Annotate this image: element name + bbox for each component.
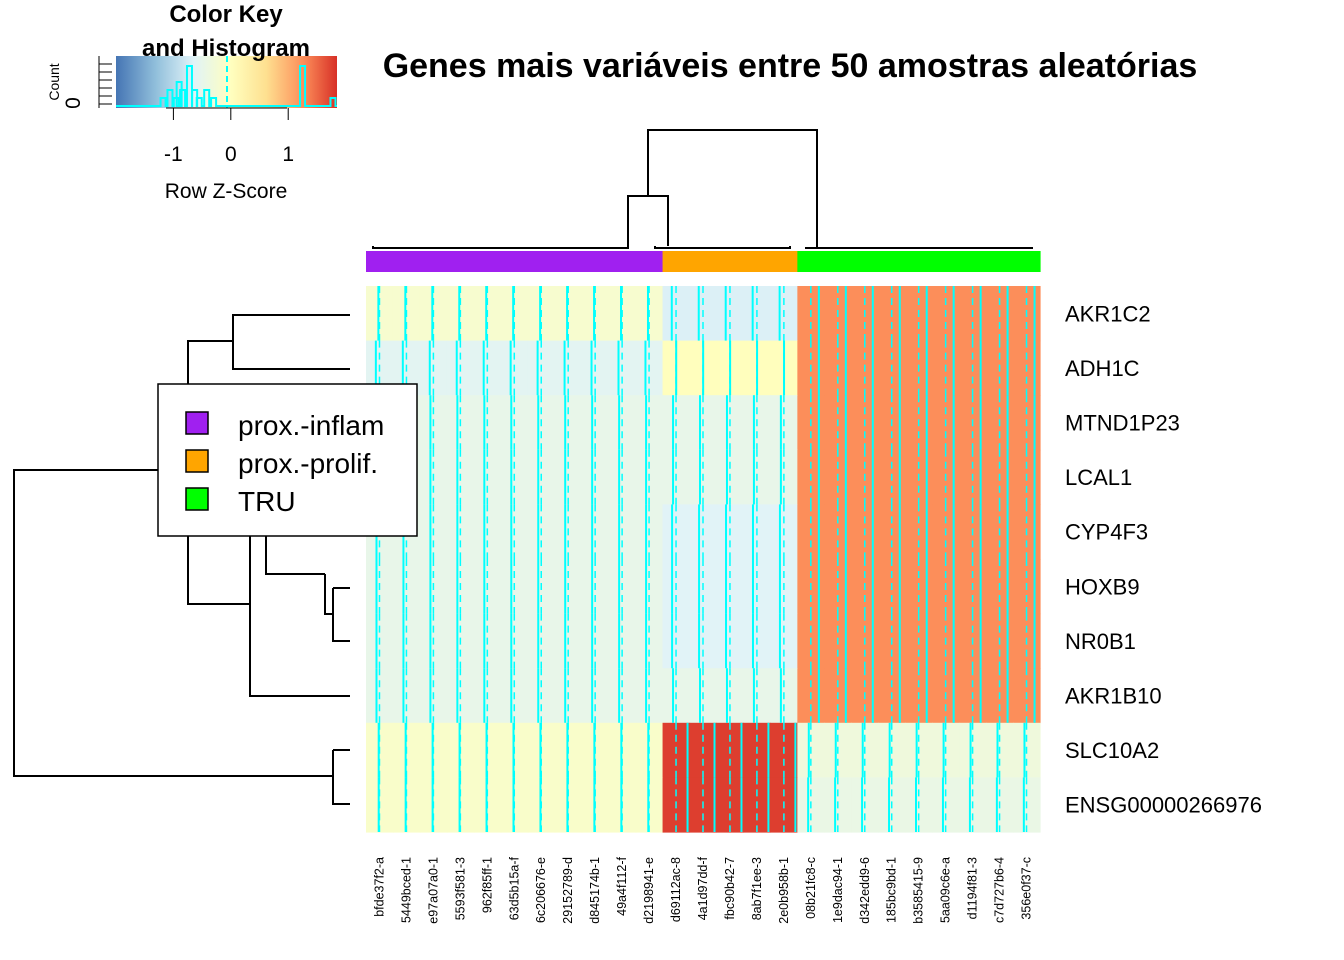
histogram-trace — [116, 65, 337, 107]
column-label: bfde37f2-a — [372, 857, 386, 917]
column-label: c7d727b6-4 — [993, 857, 1007, 923]
column-dendrogram — [372, 129, 1033, 249]
group-bar-cell — [932, 251, 960, 272]
row-label: ADH1C — [1065, 356, 1140, 381]
color-key-ylabel: Count — [46, 63, 62, 100]
group-bar-cell — [959, 251, 987, 272]
group-bar-cell — [689, 251, 718, 272]
color-key-tick-label: 0 — [225, 143, 237, 166]
column-label: fbc90b42-7 — [723, 857, 737, 920]
heatmap-traces — [374, 286, 1036, 832]
group-bar-cell — [392, 251, 421, 272]
group-bar-cell — [905, 251, 933, 272]
group-color-bar — [366, 251, 1041, 272]
group-bar-cell — [716, 251, 745, 272]
group-bar-cell — [500, 251, 529, 272]
group-bar-cell — [743, 251, 771, 272]
column-label: 6c206676-e — [534, 857, 548, 923]
column-label: 5aa09c6e-a — [939, 857, 953, 923]
group-bar-cell — [473, 251, 502, 272]
row-label: HOXB9 — [1065, 574, 1140, 599]
column-label: b3585415-9 — [912, 857, 926, 924]
legend-swatch — [185, 411, 209, 435]
column-labels: bfde37f2-a 5449bced-1 e97a07a0-1 5593f581-3… — [372, 856, 1033, 923]
color-key-title-line2: and Histogram — [142, 35, 310, 62]
column-label: 1e9dac94-1 — [831, 857, 845, 923]
column-label: 4a1d97dd-f — [696, 856, 710, 920]
row-labels: AKR1C2 ADH1C MTND1P23 LCAL1 CYP4F3 HOXB9 NR0B1… — [1065, 301, 1262, 817]
color-key-title-line1: Color Key — [169, 1, 283, 28]
column-label: d2198941-e — [642, 857, 656, 924]
legend-label: TRU — [238, 486, 296, 517]
row-label: AKR1C2 — [1065, 301, 1151, 326]
group-bar-cell — [824, 251, 852, 272]
color-key-tick-label: 1 — [282, 143, 294, 166]
color-key-y-axis — [98, 56, 112, 108]
column-label: d845174b-1 — [588, 857, 602, 924]
group-bar-cell — [527, 251, 556, 272]
column-label: 49a4f112-f — [615, 856, 629, 915]
group-bar-cell — [366, 251, 394, 272]
group-bar-cell — [635, 251, 664, 272]
legend-label: prox.-prolif. — [238, 448, 378, 479]
color-key-y-tick: 0 — [62, 97, 85, 109]
column-label: 5449bced-1 — [399, 857, 413, 923]
group-bar-cell — [419, 251, 448, 272]
row-label: NR0B1 — [1065, 629, 1136, 654]
group-bar-cell — [1013, 251, 1041, 272]
group-bar-cell — [770, 251, 798, 272]
color-key: Count 0 -1 0 1 Row Z-Score Color Key and H… — [46, 1, 342, 203]
row-label: CYP4F3 — [1065, 520, 1148, 545]
row-label: MTND1P23 — [1065, 411, 1180, 436]
group-bar-cell — [581, 251, 610, 272]
column-label: 8ab7f1ee-3 — [750, 857, 764, 920]
group-bar-cell — [797, 251, 825, 272]
color-key-tick-label: -1 — [164, 143, 183, 166]
legend-swatch — [185, 487, 209, 511]
row-label: SLC10A2 — [1065, 738, 1159, 763]
column-label: 29152789-d — [561, 857, 575, 924]
group-bar-cell — [608, 251, 637, 272]
column-label: d1194f81-3 — [966, 857, 980, 919]
chart-title: Genes mais variáveis entre 50 amostras a… — [383, 47, 1198, 85]
color-key-xlabel: Row Z-Score — [165, 180, 288, 203]
row-label: LCAL1 — [1065, 465, 1132, 490]
column-label: 356e0f37-c — [1020, 857, 1034, 920]
group-bar-cell — [554, 251, 583, 272]
legend-swatch — [185, 449, 209, 473]
group-bar-cell — [986, 251, 1014, 272]
column-label: e97a07a0-1 — [426, 857, 440, 924]
column-label: 2e0b958b-1 — [777, 857, 791, 924]
group-legend: prox.-inflam prox.-prolif. TRU — [157, 383, 418, 537]
column-label: 962f85ff-1 — [480, 857, 494, 913]
group-bar-cell — [446, 251, 475, 272]
row-label: AKR1B10 — [1065, 684, 1162, 709]
column-label: 185bc9bd-1 — [885, 857, 899, 923]
group-bar-cell — [851, 251, 879, 272]
column-label: 63d5b15a-f — [507, 856, 521, 920]
column-label: d69112ac-8 — [669, 857, 683, 922]
color-key-x-axis: -1 0 1 — [164, 107, 294, 166]
legend-label: prox.-inflam — [238, 410, 384, 441]
column-label: 08b21fc8-c — [804, 857, 818, 919]
color-key-histogram — [116, 65, 337, 107]
column-label: 5593f581-3 — [453, 857, 467, 920]
row-label: ENSG00000266976 — [1065, 793, 1262, 818]
group-bar-cell — [662, 251, 691, 272]
group-bar-cell — [878, 251, 906, 272]
column-label: d342edd9-6 — [858, 857, 872, 924]
